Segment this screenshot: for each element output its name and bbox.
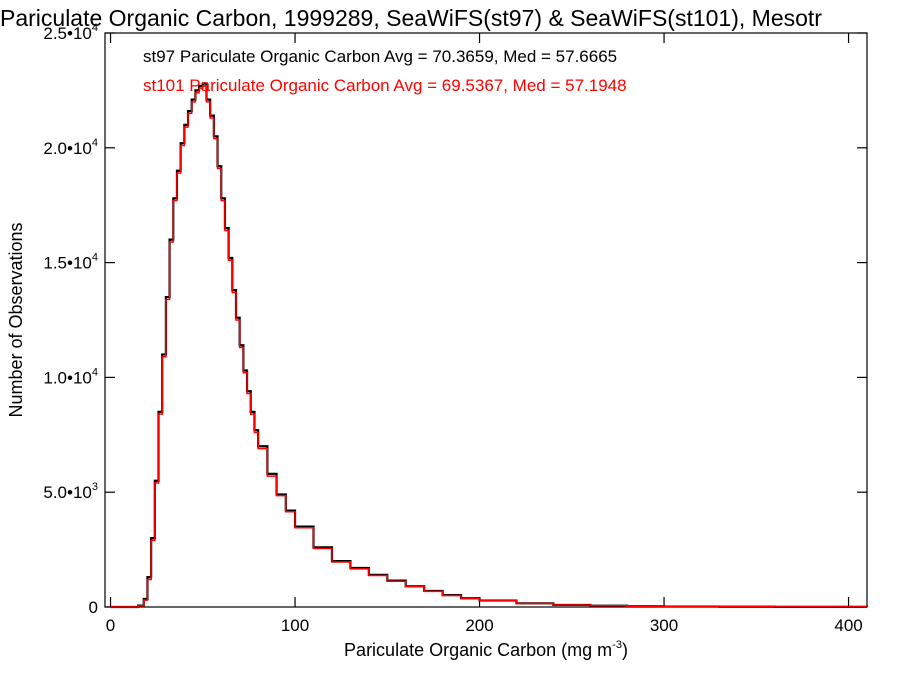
series-layer <box>110 82 869 609</box>
annotations: st97 Pariculate Organic Carbon Avg = 70.… <box>143 47 627 95</box>
annotation-st97: st97 Pariculate Organic Carbon Avg = 70.… <box>143 47 617 66</box>
x-axis-label: Pariculate Organic Carbon (mg m-3) <box>344 639 628 660</box>
x-tick-label: 300 <box>650 616 678 635</box>
x-axis-label-sup: -3 <box>612 639 622 651</box>
annotation-st101: st101 Pariculate Organic Carbon Avg = 69… <box>143 76 627 95</box>
series-line-st97 <box>110 82 869 609</box>
y-tick-label: 5.0•103 <box>43 481 98 502</box>
y-tick-label: 1.0•104 <box>43 366 98 387</box>
plot-frame <box>104 32 868 608</box>
y-tick-label: 2.0•104 <box>43 137 98 158</box>
y-tick-label: 0 <box>89 598 98 617</box>
series-line-st101 <box>110 85 868 608</box>
x-axis-label-main: Pariculate Organic Carbon (mg m <box>344 640 612 660</box>
y-axis-label: Number of Observations <box>6 222 26 417</box>
x-tick-label: 0 <box>106 616 115 635</box>
x-tick-label: 100 <box>281 616 309 635</box>
x-tick-label: 200 <box>465 616 493 635</box>
y-tick-label: 1.5•104 <box>43 252 98 273</box>
y-tick-label: 2.5•104 <box>43 22 98 43</box>
x-axis: 0 100 200 300 400 <box>106 33 863 635</box>
y-axis: 0 5.0•103 1.0•104 1.5•104 2.0•104 2.5•104 <box>43 22 867 617</box>
chart-title: Pariculate Organic Carbon, 1999289, SeaW… <box>0 5 822 31</box>
x-axis-label-end: ) <box>622 640 628 660</box>
x-tick-label: 400 <box>834 616 862 635</box>
